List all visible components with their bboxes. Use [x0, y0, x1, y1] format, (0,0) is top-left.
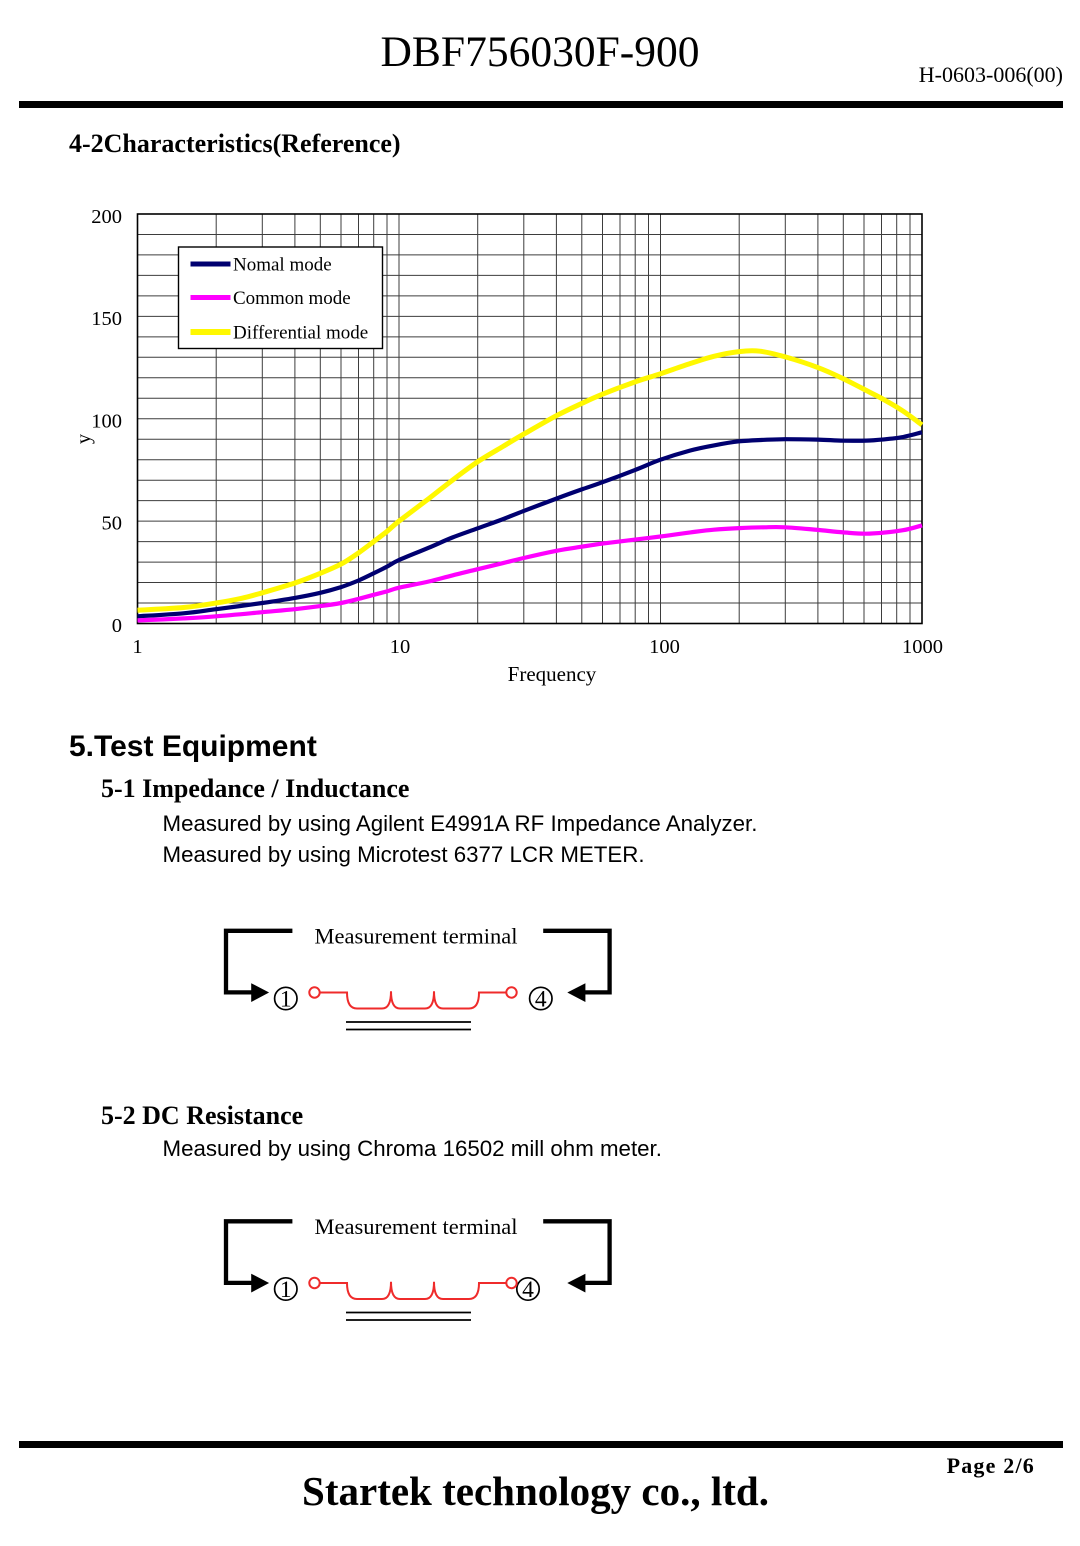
svg-text:Frequency: Frequency — [508, 662, 597, 686]
svg-text:y: y — [73, 433, 95, 444]
svg-text:Nomal mode: Nomal mode — [233, 254, 332, 275]
svg-text:1000: 1000 — [902, 636, 943, 658]
svg-text:1: 1 — [280, 1277, 292, 1303]
svg-text:Measurement terminal: Measurement terminal — [314, 924, 517, 949]
svg-text:1: 1 — [132, 636, 142, 658]
svg-text:0: 0 — [112, 615, 122, 637]
svg-text:4: 4 — [522, 1277, 534, 1303]
svg-text:Common mode: Common mode — [233, 288, 351, 309]
svg-text:50: 50 — [102, 513, 123, 535]
svg-text:100: 100 — [649, 636, 680, 658]
svg-text:1: 1 — [280, 986, 292, 1012]
svg-text:200: 200 — [91, 206, 122, 228]
svg-text:Differential mode: Differential mode — [233, 322, 368, 343]
svg-text:4: 4 — [535, 986, 547, 1012]
svg-text:150: 150 — [91, 308, 122, 330]
svg-text:10: 10 — [390, 636, 411, 658]
svg-text:100: 100 — [91, 411, 122, 433]
svg-text:Measurement terminal: Measurement terminal — [314, 1214, 517, 1239]
